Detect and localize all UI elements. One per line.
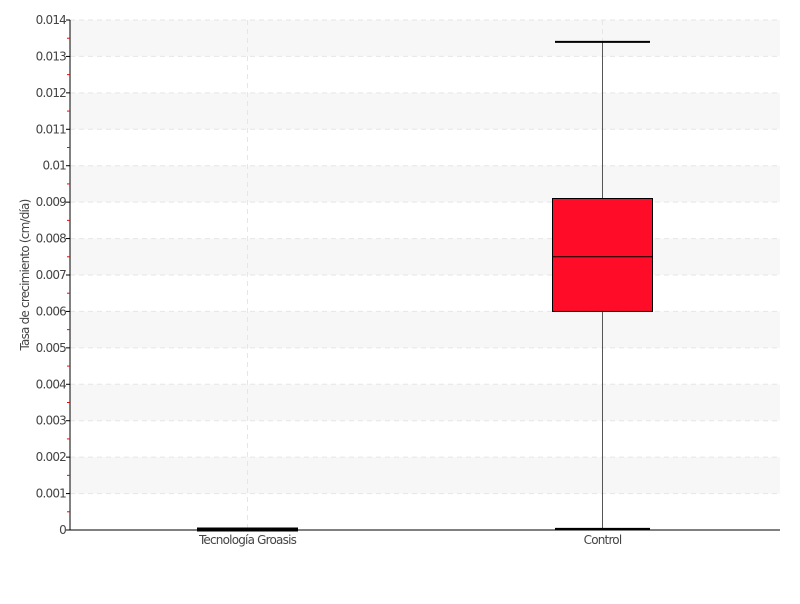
grid-band	[70, 384, 780, 421]
box-0	[197, 527, 298, 532]
y-tick-label: 0.007	[36, 268, 67, 282]
box-1	[552, 40, 653, 530]
x-tick-label: Control	[584, 533, 622, 547]
y-tick-label: 0.004	[36, 377, 67, 391]
grid-band	[70, 92, 780, 130]
y-axis-label: Tasa de crecimiento (cm/día)	[18, 199, 32, 351]
y-tick-label: 0.001	[36, 487, 67, 501]
y-tick-label: 0	[59, 523, 66, 537]
x-tick-label: Tecnología Groasis	[198, 533, 297, 547]
grid-band	[70, 238, 780, 275]
y-tick-label: 0.006	[36, 304, 67, 318]
y-tick-label: 0.002	[36, 450, 67, 464]
y-tick-label: 0.003	[36, 414, 67, 428]
y-tick-label: 0.008	[36, 232, 67, 246]
y-tick-label: 0.009	[36, 195, 67, 209]
y-tick-label: 0.005	[36, 341, 67, 355]
box-body	[552, 198, 653, 312]
y-tick-label: 0.014	[36, 13, 67, 27]
grid-band	[70, 311, 780, 348]
y-tick-label: 0.012	[36, 86, 67, 100]
grid-band	[70, 457, 780, 494]
grid-band	[70, 20, 780, 57]
y-tick-label: 0.011	[36, 122, 67, 136]
y-tick-label: 0.01	[42, 159, 66, 173]
y-tick-label: 0.013	[36, 49, 67, 63]
grid-band	[70, 165, 780, 203]
